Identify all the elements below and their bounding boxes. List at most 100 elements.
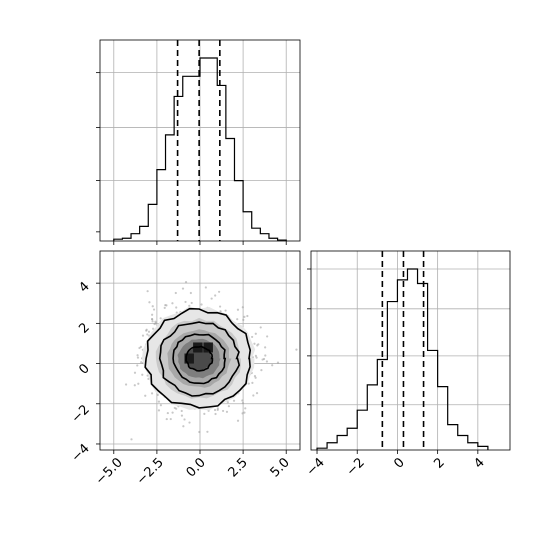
tick-label: −4 xyxy=(304,455,328,479)
data-point xyxy=(264,346,267,349)
data-point xyxy=(157,400,161,403)
data-point xyxy=(190,301,193,305)
data-point xyxy=(247,382,250,385)
data-point xyxy=(188,421,191,424)
data-point xyxy=(146,333,149,336)
data-point xyxy=(253,342,256,345)
data-point xyxy=(181,287,185,290)
data-point xyxy=(151,305,154,308)
data-point xyxy=(151,318,154,321)
tick-label: 2 xyxy=(431,455,447,471)
joint-body xyxy=(100,251,300,453)
contour-line xyxy=(158,321,241,397)
data-point xyxy=(163,306,166,310)
data-point xyxy=(276,361,280,364)
data-point xyxy=(204,286,207,289)
data-point xyxy=(151,313,154,316)
density-peak-cell xyxy=(184,353,194,364)
data-point xyxy=(260,369,263,372)
data-point xyxy=(141,373,144,376)
data-point xyxy=(218,290,221,293)
data-point xyxy=(148,301,151,304)
data-point xyxy=(226,400,229,404)
data-point xyxy=(255,392,259,395)
data-point xyxy=(200,303,203,306)
tick-label: 0 xyxy=(76,361,92,377)
data-point xyxy=(254,332,257,335)
contour-line xyxy=(185,345,214,372)
data-point xyxy=(218,305,222,308)
tick-label: 0.0 xyxy=(184,455,209,480)
data-point xyxy=(271,364,274,367)
data-point xyxy=(159,317,162,320)
data-point xyxy=(144,394,147,397)
joint-y-tick-labels: −4 −2 0 2 4 xyxy=(69,279,93,465)
data-point xyxy=(243,315,246,318)
data-point xyxy=(246,314,249,318)
data-point xyxy=(175,311,178,314)
data-point xyxy=(180,409,183,413)
tick-label: −2.5 xyxy=(134,455,167,488)
data-point xyxy=(180,414,184,417)
data-point xyxy=(133,384,136,387)
data-point xyxy=(198,430,201,434)
data-point xyxy=(166,411,169,415)
data-point xyxy=(169,417,172,421)
tick-label: 4 xyxy=(471,455,487,471)
data-point xyxy=(183,418,186,421)
tick-label: 4 xyxy=(76,279,92,295)
data-point xyxy=(203,412,206,415)
contours xyxy=(144,307,252,409)
data-point xyxy=(236,318,239,321)
data-point xyxy=(255,356,258,359)
density-peak-cell xyxy=(203,342,213,353)
data-point xyxy=(214,294,217,297)
data-point xyxy=(241,412,244,415)
data-point xyxy=(136,354,139,357)
tick-label: −2 xyxy=(69,402,93,426)
data-point xyxy=(184,300,187,304)
data-point xyxy=(175,407,178,410)
joint-density-plot xyxy=(96,250,301,454)
data-point xyxy=(156,393,159,397)
tick-label: 2 xyxy=(76,320,92,336)
data-point xyxy=(210,297,213,300)
data-point xyxy=(151,320,154,323)
data-point xyxy=(259,326,262,329)
data-point xyxy=(130,438,133,441)
data-point xyxy=(252,394,255,397)
contour-line xyxy=(172,333,227,385)
data-point xyxy=(165,417,168,421)
data-point xyxy=(157,409,161,412)
data-point xyxy=(146,290,149,293)
data-point xyxy=(241,306,244,309)
right-grid xyxy=(311,251,510,450)
data-point xyxy=(124,383,128,386)
data-point xyxy=(175,306,178,309)
histogram-bars xyxy=(316,268,489,450)
data-point xyxy=(216,408,219,411)
data-point xyxy=(265,360,269,363)
data-point xyxy=(243,411,246,414)
data-point xyxy=(192,451,194,453)
data-point xyxy=(164,303,167,307)
axes-frame xyxy=(99,39,301,242)
data-point xyxy=(264,354,267,357)
data-point xyxy=(137,382,140,385)
data-point xyxy=(174,291,177,295)
data-point xyxy=(241,399,244,402)
histogram-bars xyxy=(113,57,287,241)
data-point xyxy=(147,330,151,333)
tick-label: −5.0 xyxy=(93,455,126,488)
data-point xyxy=(227,405,230,408)
data-point xyxy=(244,407,247,410)
data-point xyxy=(241,402,245,405)
data-point xyxy=(251,335,254,339)
tick-label: 0 xyxy=(391,455,407,471)
data-point xyxy=(136,364,139,367)
data-point xyxy=(153,322,156,326)
right-marginal-x-tick-labels: −4 −2 0 2 4 xyxy=(304,455,488,479)
data-point xyxy=(232,399,236,402)
data-point xyxy=(171,302,174,305)
tick-label: 2.5 xyxy=(226,455,251,480)
